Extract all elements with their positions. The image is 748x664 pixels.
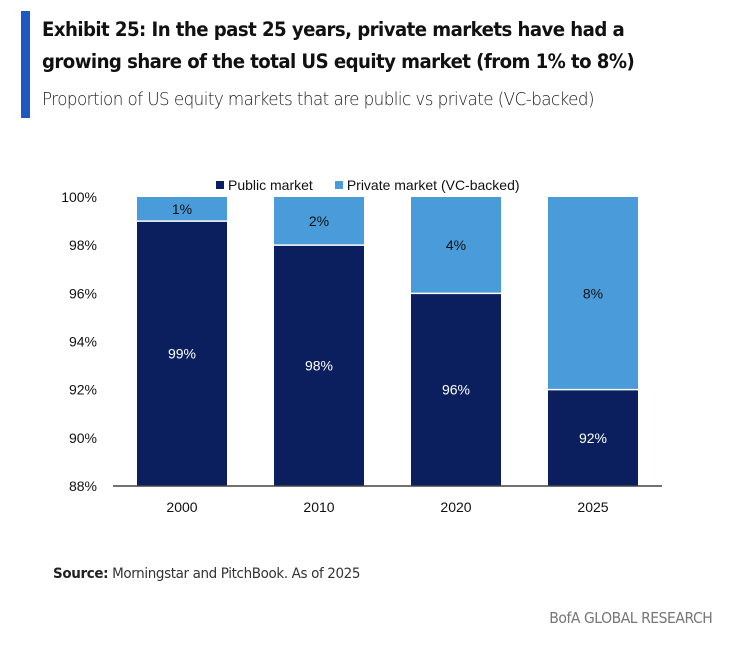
legend-item-public: Public market bbox=[216, 177, 313, 193]
bar-private-2010 bbox=[274, 197, 364, 246]
exhibit-subtitle: Proportion of US equity markets that are… bbox=[42, 89, 594, 110]
chart-legend: Public market Private market (VC-backed) bbox=[216, 177, 520, 193]
y-tick-label: 100% bbox=[61, 189, 97, 205]
x-tick-label: 2010 bbox=[303, 499, 334, 515]
bar-public-2010 bbox=[274, 245, 364, 486]
legend-swatch-public bbox=[216, 181, 224, 189]
data-label-public: 92% bbox=[579, 430, 607, 446]
legend-label-public: Public market bbox=[228, 177, 313, 193]
data-label-private: 2% bbox=[309, 213, 329, 229]
source-label: Source: bbox=[53, 566, 109, 582]
bar-public-2020 bbox=[411, 293, 501, 486]
data-label-public: 99% bbox=[168, 346, 196, 362]
x-tick-label: 2020 bbox=[440, 499, 471, 515]
data-label-public: 96% bbox=[442, 382, 470, 398]
data-label-private: 8% bbox=[583, 285, 603, 301]
source-note: Source: Morningstar and PitchBook. As of… bbox=[53, 566, 360, 582]
brand-footer: BofA GLOBAL RESEARCH bbox=[548, 609, 712, 627]
x-tick-label: 2025 bbox=[577, 499, 608, 515]
data-label-private: 4% bbox=[446, 237, 466, 253]
source-text: Morningstar and PitchBook. As of 2025 bbox=[108, 566, 361, 582]
y-tick-label: 94% bbox=[69, 334, 97, 350]
y-tick-label: 98% bbox=[69, 237, 97, 253]
legend-swatch-private bbox=[334, 181, 343, 189]
data-label-public: 98% bbox=[305, 358, 333, 374]
x-tick-label: 2000 bbox=[166, 499, 197, 515]
stacked-bar-chart: 88% 90% 92% 94% 96% 98% 100% 99% 1% 2000 98% 2% 2010… bbox=[61, 189, 662, 515]
bar-public-2025 bbox=[548, 389, 638, 486]
exhibit-accent-bar bbox=[21, 11, 30, 118]
data-label-private: 1% bbox=[172, 201, 192, 217]
bar-private-2000 bbox=[137, 197, 227, 222]
bar-private-2020 bbox=[411, 197, 501, 294]
legend-item-private: Private market (VC-backed) bbox=[334, 177, 520, 193]
bar-private-2025 bbox=[548, 197, 638, 390]
bar-public-2000 bbox=[137, 221, 227, 487]
y-tick-label: 90% bbox=[69, 430, 97, 446]
exhibit-title: Exhibit 25: In the past 25 years, privat… bbox=[42, 18, 635, 73]
y-tick-label: 92% bbox=[69, 382, 97, 398]
legend-label-private: Private market (VC-backed) bbox=[346, 177, 520, 193]
y-tick-label: 88% bbox=[69, 478, 97, 494]
y-tick-label: 96% bbox=[69, 285, 97, 301]
